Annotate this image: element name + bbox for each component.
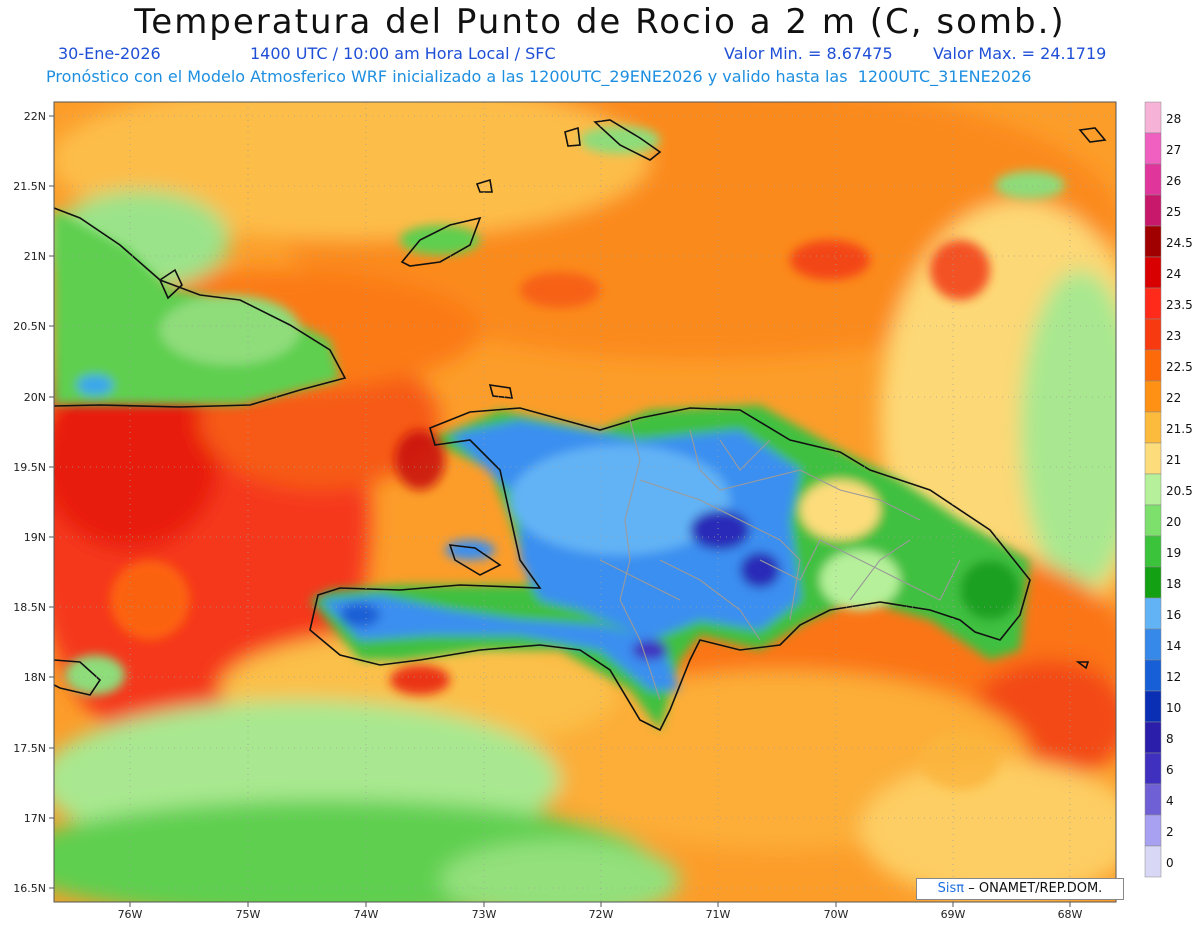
forecast-time: 1400 UTC / 10:00 am Hora Local / SFC	[250, 44, 556, 63]
colorbar-swatch	[1144, 783, 1162, 816]
colorbar-label: 21	[1166, 453, 1181, 467]
lat-label: 17.5N	[13, 742, 46, 755]
colorbar-label: 22.5	[1166, 360, 1193, 374]
colorbar-swatch	[1144, 535, 1162, 568]
colorbar-label: 2	[1166, 825, 1174, 839]
colorbar-label: 25	[1166, 205, 1181, 219]
colorbar-label: 6	[1166, 763, 1174, 777]
colorbar-swatch	[1144, 473, 1162, 506]
colorbar-swatch	[1144, 566, 1162, 599]
colorbar-label: 16	[1166, 608, 1181, 622]
colorbar-label: 24	[1166, 267, 1181, 281]
colorbar-label: 19	[1166, 546, 1181, 560]
lon-label: 71W	[706, 908, 731, 921]
colorbar-swatch	[1144, 814, 1162, 847]
colorbar-swatch	[1144, 256, 1162, 289]
colorbar-label: 26	[1166, 174, 1181, 188]
lat-label: 19.5N	[13, 461, 46, 474]
colorbar-label: 22	[1166, 391, 1181, 405]
lat-label: 21N	[24, 250, 46, 263]
colorbar-swatch	[1144, 349, 1162, 382]
colorbar-swatch	[1144, 628, 1162, 661]
colorbar-swatch	[1144, 287, 1162, 320]
colorbar-swatch	[1144, 721, 1162, 754]
colorbar-swatch	[1144, 318, 1162, 351]
field-layer	[54, 102, 1116, 902]
lon-label: 72W	[589, 908, 614, 921]
map-frame	[53, 101, 1117, 903]
colorbar-swatch	[1144, 442, 1162, 475]
max-value: Valor Max. = 24.1719	[933, 44, 1107, 63]
colorbar-label: 24.5	[1166, 236, 1193, 250]
lat-label: 16.5N	[13, 882, 46, 895]
credit-text: – ONAMET/REP.DOM.	[968, 881, 1103, 896]
colorbar-swatch	[1144, 845, 1162, 878]
colorbar-label: 10	[1166, 701, 1181, 715]
colorbar-swatch	[1144, 163, 1162, 196]
lon-label: 75W	[236, 908, 261, 921]
colorbar-swatch	[1144, 101, 1162, 134]
lat-label: 17N	[24, 812, 46, 825]
graticule	[54, 102, 1116, 902]
colorbar-swatch	[1144, 225, 1162, 258]
lon-label: 68W	[1058, 908, 1083, 921]
colorbar-swatch	[1144, 504, 1162, 537]
lat-label: 21.5N	[13, 180, 46, 193]
colorbar-swatch	[1144, 132, 1162, 165]
colorbar-swatch	[1144, 411, 1162, 444]
colorbar-label: 20.5	[1166, 484, 1193, 498]
lat-label: 20N	[24, 391, 46, 404]
min-value: Valor Min. = 8.67475	[724, 44, 893, 63]
model-info: Pronóstico con el Modelo Atmosferico WRF…	[46, 67, 1032, 86]
latitude-axis: 22N 21.5N 21N 20.5N 20N 19.5N 19N 18.5N …	[13, 110, 46, 895]
colorbar-swatch	[1144, 659, 1162, 692]
colorbar-label: 20	[1166, 515, 1181, 529]
lon-label: 69W	[941, 908, 966, 921]
credit-box: Sisπ – ONAMET/REP.DOM.	[916, 878, 1124, 900]
colorbar-label: 28	[1166, 112, 1181, 126]
colorbar-label: 18	[1166, 577, 1181, 591]
lon-label: 74W	[354, 908, 379, 921]
colorbar-label: 4	[1166, 794, 1174, 808]
province-borders	[599, 419, 961, 701]
lat-label: 19N	[24, 531, 46, 544]
lon-label: 73W	[472, 908, 497, 921]
forecast-date: 30-Ene-2026	[58, 44, 161, 63]
lat-label: 18.5N	[13, 601, 46, 614]
lat-label: 22N	[24, 110, 46, 123]
colorbar-label: 12	[1166, 670, 1181, 684]
lat-label: 20.5N	[13, 320, 46, 333]
coastlines	[54, 119, 1107, 732]
map-title: Temperatura del Punto de Rocio a 2 m (C,…	[134, 2, 1066, 42]
colorbar-label: 0	[1166, 856, 1174, 870]
colorbar-label: 21.5	[1166, 422, 1193, 436]
colorbar-swatch	[1144, 380, 1162, 413]
colorbar-label: 14	[1166, 639, 1181, 653]
colorbar-label: 8	[1166, 732, 1174, 746]
lat-label: 18N	[24, 671, 46, 684]
colorbar-swatch	[1144, 752, 1162, 785]
lon-label: 76W	[118, 908, 143, 921]
colorbar-swatch	[1144, 690, 1162, 723]
sispi-logo: Sisπ	[937, 881, 965, 896]
colorbar-label: 23	[1166, 329, 1181, 343]
colorbar-swatch	[1144, 597, 1162, 630]
longitude-axis: 76W 75W 74W 73W 72W 71W 70W 69W 68W	[118, 908, 1083, 921]
colorbar-swatch	[1144, 194, 1162, 227]
lon-label: 70W	[824, 908, 849, 921]
colorbar-label: 27	[1166, 143, 1181, 157]
colorbar-label: 23.5	[1166, 298, 1193, 312]
colorbar: 2827262524.52423.52322.52221.52120.52019…	[1144, 101, 1193, 878]
